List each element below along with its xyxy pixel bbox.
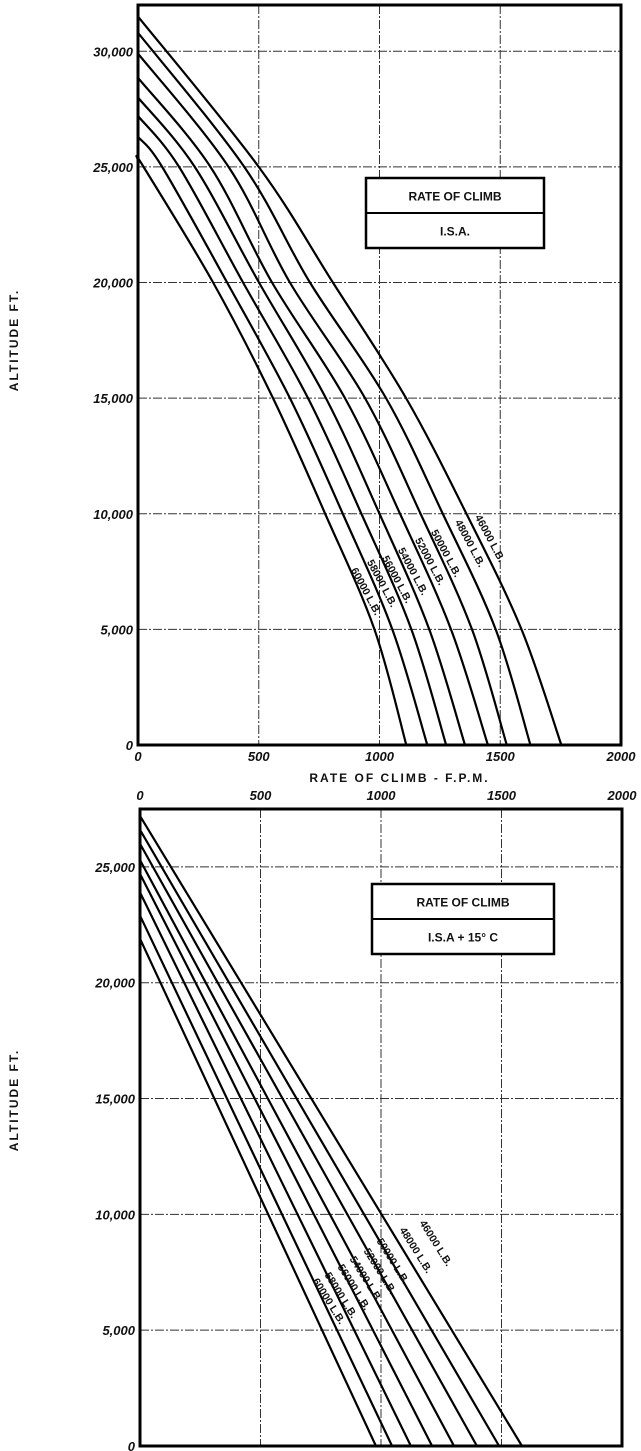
series-line-56000 [137,115,448,746]
series-line-52000 [139,859,455,1447]
y-tick-label: 0 [126,738,134,753]
x-tick-label: 0 [134,749,142,764]
x-tick-label: 500 [248,749,270,764]
chart-subtitle: I.S.A. [440,225,470,239]
y-tick-label: 25,000 [94,860,136,875]
y-tick-label: 10,000 [93,507,134,522]
series-line-48000 [137,32,532,746]
y-tick-label: 10,000 [95,1207,136,1222]
series-line-56000 [139,891,412,1447]
plot-frame [136,3,623,747]
y-tick-label: 20,000 [92,276,134,291]
series-line-50000 [137,52,508,746]
series-line-46000 [139,815,523,1447]
series-line-54000 [137,96,467,746]
chart-title: RATE OF CLIMB [416,896,509,910]
y-tick-label: 25,000 [92,160,134,175]
series-line-60000 [135,154,408,746]
y-tick-label: 0 [128,1439,136,1451]
series-line-58000 [137,136,429,746]
x-tick-label: 0 [136,788,144,803]
y-tick-label: 30,000 [93,44,134,59]
x-tick-label: 1500 [487,788,517,803]
series-line-48000 [139,829,501,1447]
y-axis-label: ALTITUDE FT. [7,1049,21,1151]
series-line-46000 [137,15,563,746]
series-line-60000 [139,938,377,1447]
series-line-52000 [137,77,489,746]
y-tick-label: 5,000 [100,622,133,637]
plot-frame [138,807,624,1448]
x-axis-label: RATE OF CLIMB - F.P.M. [309,771,489,785]
y-tick-label: 15,000 [95,1092,136,1107]
series-line-54000 [139,873,434,1447]
y-tick-label: 15,000 [93,391,134,406]
y-tick-label: 5,000 [102,1323,135,1338]
x-tick-label: 1500 [486,749,516,764]
x-tick-label: 2000 [606,749,637,764]
x-tick-label: 500 [250,788,272,803]
x-tick-label: 2000 [607,788,638,803]
chart-subtitle: I.S.A + 15° C [428,931,498,945]
series-line-50000 [139,843,478,1447]
y-axis-label: ALTITUDE FT. [7,289,21,391]
chart-title: RATE OF CLIMB [408,190,501,204]
y-tick-label: 20,000 [94,976,136,991]
x-tick-label: 1000 [367,788,397,803]
series-line-58000 [139,915,394,1447]
x-tick-label: 1000 [365,749,395,764]
